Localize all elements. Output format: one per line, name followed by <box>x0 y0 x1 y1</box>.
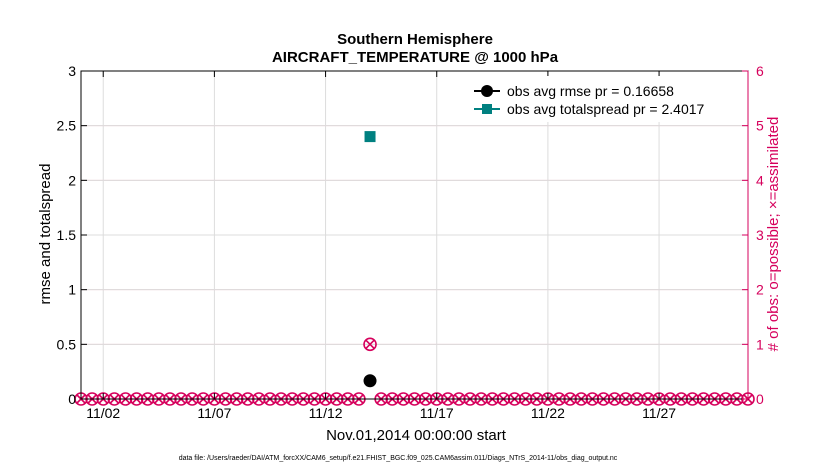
rmse-point <box>363 374 377 388</box>
obs-assimilated-marker <box>364 339 376 350</box>
chart-subtitle: AIRCRAFT_TEMPERATURE @ 1000 hPa <box>272 49 559 66</box>
y-tick-label: 0.5 <box>57 336 77 352</box>
legend-marker <box>482 104 492 114</box>
y2-tick-label: 3 <box>756 227 764 243</box>
y2-tick-label: 2 <box>756 282 764 298</box>
y-tick-label: 2 <box>68 172 76 188</box>
y2-tick-label: 6 <box>756 63 764 79</box>
obs-possible-marker <box>363 337 377 352</box>
y-tick-label: 3 <box>68 63 76 79</box>
x-tick-label: 11/22 <box>531 405 565 421</box>
y-tick-label: 1.5 <box>57 227 77 243</box>
x-tick-label: 11/12 <box>309 405 343 421</box>
y-tick-label: 0 <box>68 391 76 407</box>
y2-tick-label: 5 <box>756 118 764 134</box>
legend-box <box>468 76 746 122</box>
legend-label: obs avg totalspread pr = 2.4017 <box>507 101 705 117</box>
y-tick-label: 2.5 <box>57 118 77 134</box>
x-tick-label: 11/07 <box>197 405 231 421</box>
y2-tick-label: 0 <box>756 391 764 407</box>
axis-ticks: 11/02 11/07 11/12 11/17 11/22 11/27 0 1 2 3 4 5 6 0 0.… <box>57 63 764 421</box>
grid-lines <box>81 71 748 399</box>
chart-title: Southern Hemisphere <box>337 31 493 48</box>
y-axis-label: rmse and totalspread <box>37 164 54 305</box>
x-axis-label: Nov.01,2014 00:00:00 start <box>326 427 507 444</box>
legend: obs avg rmse pr = 0.16658 obs avg totalsp… <box>468 76 746 122</box>
legend-marker <box>481 85 493 97</box>
data-marks <box>74 131 755 406</box>
totalspread-point <box>364 131 376 143</box>
footnote: data file: /Users/raeder/DAI/ATM_forcXX/… <box>179 455 618 462</box>
x-tick-label: 11/02 <box>86 405 120 421</box>
legend-label: obs avg rmse pr = 0.16658 <box>507 83 674 99</box>
x-tick-label: 11/17 <box>420 405 454 421</box>
y-tick-label: 1 <box>68 282 76 298</box>
y2-tick-label: 1 <box>756 336 764 352</box>
x-tick-label: 11/27 <box>642 405 676 421</box>
y2-tick-label: 4 <box>756 172 764 188</box>
y2-axis-label: # of obs: o=possible; ×=assimilated <box>765 117 782 352</box>
